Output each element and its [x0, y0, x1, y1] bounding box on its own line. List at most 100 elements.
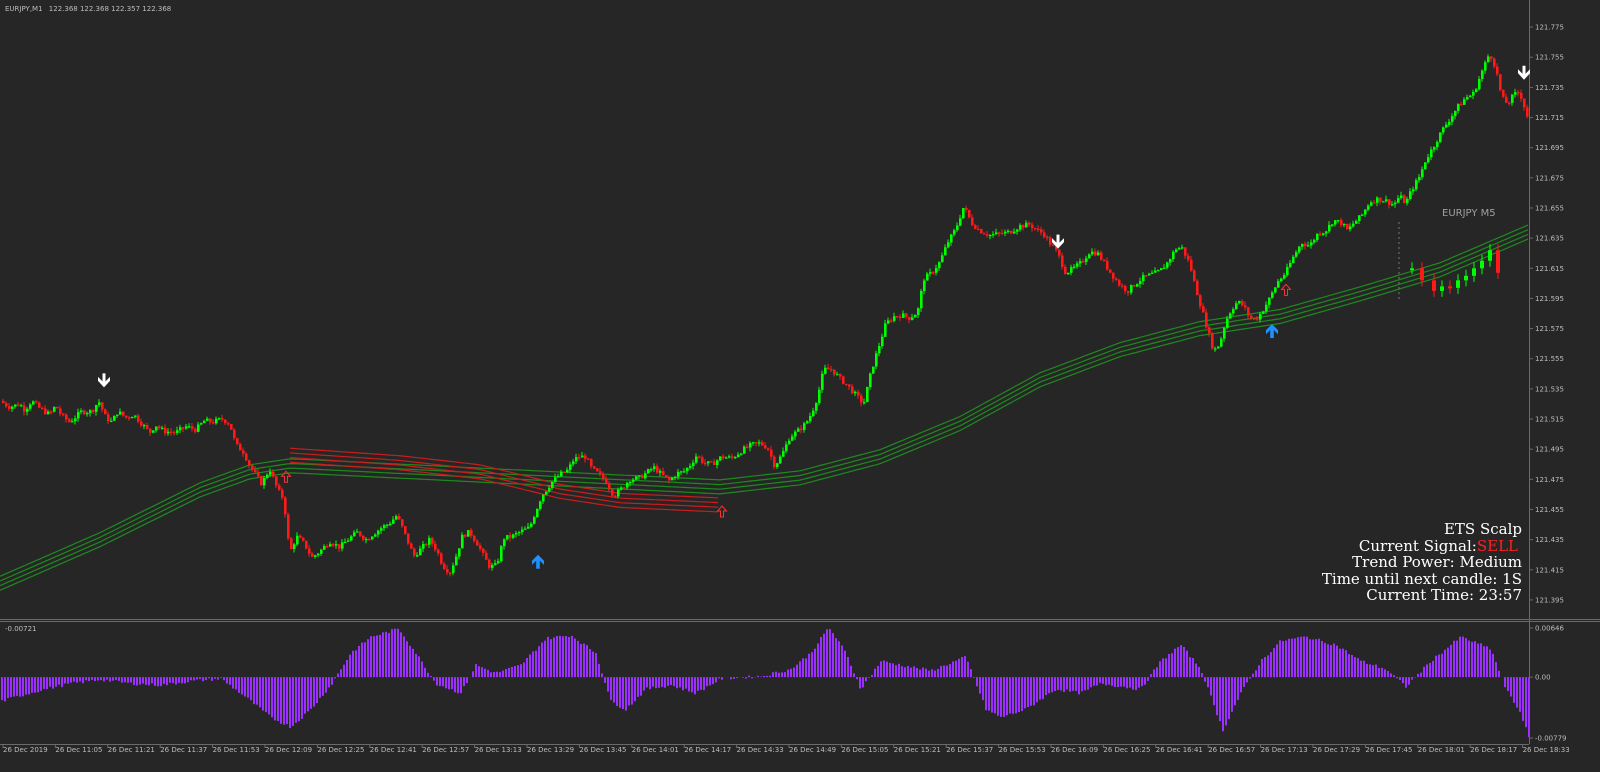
candle: [1370, 200, 1373, 207]
candle: [770, 446, 773, 461]
candle: [1406, 196, 1409, 206]
histogram-bar: [253, 677, 255, 705]
candle-body: [1001, 232, 1004, 235]
candle-body: [881, 336, 884, 346]
candle: [1337, 219, 1340, 223]
candle-body: [5, 403, 8, 407]
candle-body: [626, 482, 629, 488]
candle: [1127, 290, 1130, 296]
candles: [2, 54, 1529, 577]
candle: [524, 526, 527, 530]
histogram-bar: [1507, 677, 1509, 691]
candle-body: [1328, 224, 1331, 232]
candle-body: [1331, 224, 1334, 226]
histogram-bar: [835, 638, 837, 678]
candle: [113, 415, 116, 421]
candle: [1517, 90, 1520, 97]
candle-body: [803, 423, 806, 430]
info-time-until: Time until next candle: 1S: [1322, 570, 1522, 588]
histogram-bar: [829, 629, 831, 678]
candle-body: [473, 535, 476, 541]
candle-body: [227, 423, 230, 425]
candle: [1022, 224, 1025, 231]
candle: [869, 372, 872, 390]
candle-body: [731, 456, 734, 458]
histogram-bar: [1147, 677, 1149, 681]
candle: [962, 207, 965, 219]
candle-body: [1475, 89, 1478, 92]
histogram-bar: [1348, 654, 1350, 678]
histogram-bar: [1471, 641, 1473, 678]
histogram-bar: [931, 669, 933, 678]
candle: [707, 461, 710, 467]
histogram-bar: [868, 677, 870, 678]
histogram-bar: [124, 677, 126, 683]
candle-body: [272, 471, 275, 477]
histogram-bar: [1411, 677, 1413, 680]
histogram-bar: [628, 677, 630, 706]
histogram-bar: [457, 677, 459, 694]
candle: [1082, 258, 1085, 263]
candle: [155, 426, 158, 433]
candle: [29, 402, 32, 411]
candle-body: [917, 308, 920, 315]
histogram-bar: [1048, 677, 1050, 694]
candle-body: [554, 477, 557, 482]
candle: [635, 475, 638, 481]
candle: [1169, 258, 1172, 266]
histogram-bar: [238, 677, 240, 693]
histogram-bar: [616, 677, 618, 706]
histogram-bar: [1465, 638, 1467, 678]
histogram-bar: [529, 654, 531, 678]
histogram-bar: [1327, 644, 1329, 678]
time-tick-label: 26 Dec 2019: [3, 746, 48, 754]
histogram-bar: [1468, 640, 1470, 678]
histogram-bar: [1054, 677, 1056, 692]
histogram-bar: [85, 677, 87, 681]
candle-body: [1364, 209, 1367, 215]
candle-body: [1343, 224, 1346, 226]
candle: [638, 475, 641, 480]
candle: [1397, 195, 1400, 204]
candle-body: [233, 429, 236, 439]
candle: [644, 470, 647, 480]
candle-body: [251, 465, 254, 470]
candle: [452, 562, 455, 576]
candle: [326, 544, 329, 549]
ma-band-line-red-1: [289, 452, 719, 504]
candle-body: [560, 471, 563, 477]
histogram-bar: [847, 657, 849, 678]
histogram-bar: [1498, 670, 1500, 678]
candle-body: [863, 402, 866, 404]
candle: [47, 409, 50, 415]
candle-body: [200, 423, 203, 425]
candle: [305, 540, 308, 550]
candle: [284, 496, 287, 518]
candle: [137, 413, 140, 424]
histogram-bar: [664, 677, 666, 688]
histogram-bar: [574, 638, 576, 678]
candle-body: [68, 419, 71, 422]
histogram-bar: [406, 641, 408, 678]
candle: [236, 437, 239, 446]
candle-body: [644, 473, 647, 479]
candle-body: [824, 367, 827, 374]
candle: [419, 545, 422, 556]
candle-body: [866, 386, 869, 403]
candle-body: [785, 444, 788, 452]
mtf-candle-body: [1432, 280, 1436, 291]
candle-body: [296, 535, 299, 545]
histogram-bar: [175, 677, 177, 685]
candle: [8, 402, 11, 412]
candle-body: [1049, 237, 1052, 245]
histogram-bar: [832, 633, 834, 678]
candle: [377, 529, 380, 538]
candle: [281, 487, 284, 500]
candle: [1301, 243, 1304, 250]
histogram-bar: [1174, 648, 1176, 678]
candle-body: [686, 467, 689, 472]
histogram-bar: [352, 650, 354, 678]
candle: [1181, 244, 1184, 250]
histogram-bar: [805, 658, 807, 678]
